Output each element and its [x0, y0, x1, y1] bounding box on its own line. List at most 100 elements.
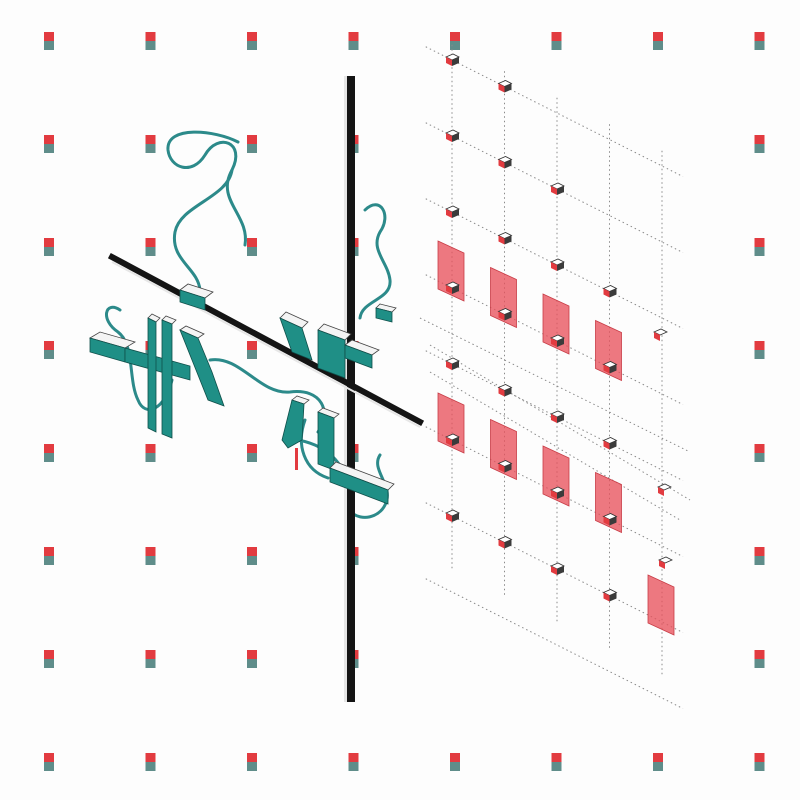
grid-marker [145, 547, 156, 565]
block-front-face [317, 411, 335, 471]
node-left-face [603, 364, 610, 374]
lattice-node [497, 232, 513, 245]
lattice-node [497, 460, 513, 473]
lattice-node [445, 53, 460, 66]
node-left-face [446, 361, 452, 370]
node-left-face [446, 513, 452, 522]
node-left-face [551, 186, 557, 195]
marker-top-square [44, 753, 54, 762]
marker-bottom-square [247, 762, 257, 771]
marker-bottom-square [145, 247, 156, 256]
grid-marker [754, 444, 765, 462]
marker-top-square [247, 444, 257, 453]
node-right-face [609, 288, 617, 298]
node-right-face [504, 387, 512, 397]
block-front-face [279, 317, 313, 361]
marker-top-square [348, 753, 359, 762]
node-right-face [557, 262, 564, 271]
teal-cap-block [179, 283, 214, 311]
marker-top-square [44, 32, 54, 41]
node-left-face [603, 516, 610, 526]
grid-marker [247, 341, 257, 359]
teal-ribbon-curve [208, 358, 326, 434]
marker-bottom-square [44, 762, 54, 771]
grid-marker [754, 753, 765, 771]
diagonal-beam-shadow [111, 261, 421, 428]
teal-curved-panel [179, 325, 225, 407]
node-left-face [551, 490, 557, 499]
node-left-face [498, 235, 505, 245]
lattice-node [445, 509, 460, 522]
marker-top-square [450, 32, 460, 41]
node-left-face [551, 566, 557, 575]
grid-marker [551, 32, 562, 50]
grid-marker [551, 753, 562, 771]
lattice-node [550, 410, 565, 423]
node-left-face [498, 83, 505, 93]
node-left-face [603, 288, 610, 298]
lattice-node [497, 308, 513, 321]
teal-ribbon-curve [166, 130, 247, 247]
node-left-face [551, 414, 557, 423]
lattice-diagonal-line [425, 578, 684, 710]
red-stick [295, 448, 298, 470]
marker-bottom-square [145, 144, 156, 153]
grid-marker [754, 238, 765, 256]
grid-marker [653, 753, 663, 771]
node-right-face [452, 513, 459, 522]
lattice-node [497, 384, 513, 397]
marker-top-square [754, 753, 765, 762]
node-right-face [504, 311, 512, 321]
marker-top-square [247, 341, 257, 350]
lattice-node [445, 433, 460, 446]
teal-angled-block [279, 311, 313, 361]
block-front-face [344, 344, 373, 369]
marker-top-square [754, 238, 765, 247]
marker-top-square [44, 135, 54, 144]
teal-ribbon-curve [358, 203, 392, 320]
node-right-face [504, 539, 512, 549]
node-left-face [551, 338, 557, 347]
teal-small-cap [375, 303, 397, 323]
marker-bottom-square [551, 41, 562, 50]
marker-top-square [551, 32, 562, 41]
node-left-face [551, 262, 557, 271]
block-front-face [329, 467, 389, 505]
grid-marker [44, 753, 54, 771]
marker-bottom-square [44, 556, 54, 565]
grid-marker [653, 32, 663, 50]
node-right-face [557, 414, 564, 423]
teal-lower-curve [281, 395, 310, 449]
node-right-face [452, 133, 459, 142]
node-left-face [654, 332, 660, 341]
marker-top-square [754, 135, 765, 144]
marker-top-square [754, 444, 765, 453]
block-front-face [281, 399, 305, 449]
marker-top-square [44, 238, 54, 247]
grid-marker [247, 238, 257, 256]
marker-bottom-square [450, 41, 460, 50]
grid-marker [754, 650, 765, 668]
marker-bottom-square [145, 453, 156, 462]
lattice-node [550, 182, 565, 195]
node-left-face [659, 560, 665, 569]
node-right-face [504, 463, 512, 473]
node-left-face [498, 539, 505, 549]
teal-post-1 [147, 313, 161, 433]
marker-top-square [145, 444, 156, 453]
marker-top-square [754, 547, 765, 556]
lattice-node [550, 562, 565, 575]
teal-slab-left-extension [124, 347, 191, 381]
grid-marker [754, 135, 765, 153]
marker-top-square [145, 753, 156, 762]
grid-marker [348, 753, 359, 771]
node-right-face [452, 437, 459, 446]
grid-marker [145, 650, 156, 668]
marker-top-square [44, 547, 54, 556]
node-left-face [603, 440, 610, 450]
node-left-face [498, 311, 505, 321]
node-left-face [446, 209, 452, 218]
lattice-node [550, 258, 565, 271]
grid-marker [44, 341, 54, 359]
